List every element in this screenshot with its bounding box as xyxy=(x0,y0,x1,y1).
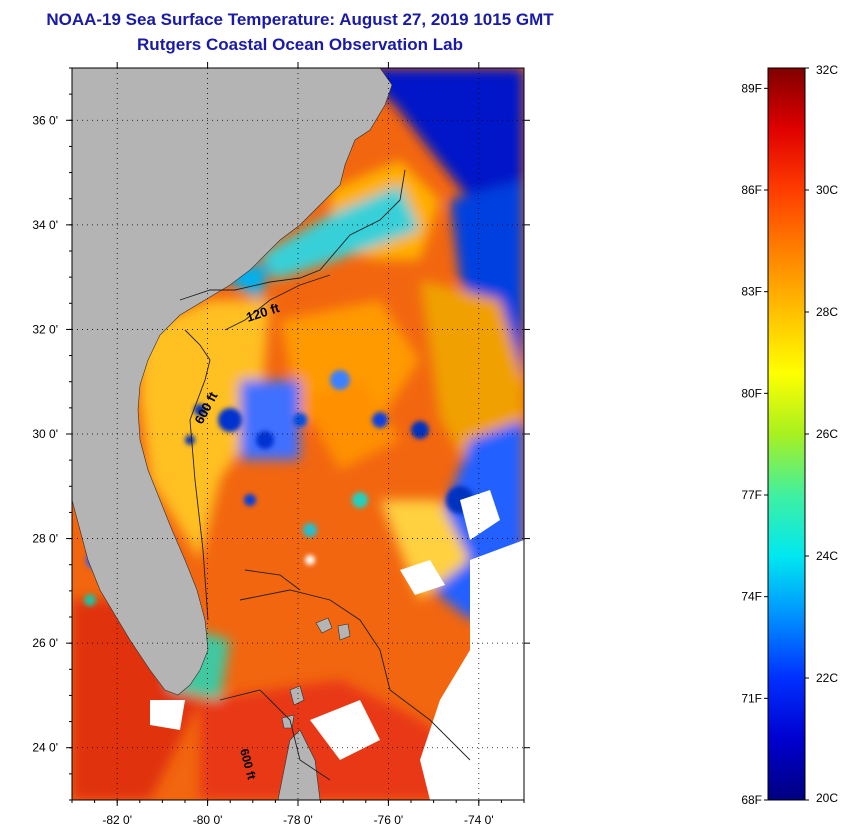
lon-tick-label: -78 0' xyxy=(283,813,313,827)
lat-tick-label: 26 0' xyxy=(32,636,58,650)
lat-tick-label: 32 0' xyxy=(32,322,58,336)
map-axis-labels: -82 0' -80 0' -78 0' -76 0' -74 0' 36 0' 34 0'… xyxy=(32,113,493,827)
celsius-tick-label: 24C xyxy=(816,549,838,563)
lon-tick-label: -76 0' xyxy=(374,813,404,827)
map-area: 120 ft 600 ft 600 ft xyxy=(72,68,524,800)
cloud-mask xyxy=(150,490,524,800)
fahrenheit-tick-label: 74F xyxy=(741,590,762,604)
lon-tick-label: -74 0' xyxy=(464,813,494,827)
celsius-tick-label: 20C xyxy=(816,791,838,805)
fahrenheit-tick-label: 77F xyxy=(741,488,762,502)
map-axis-ticks xyxy=(66,62,530,806)
lat-tick-label: 34 0' xyxy=(32,218,58,232)
land-bahamas xyxy=(281,617,351,729)
lat-tick-label: 28 0' xyxy=(32,532,58,546)
fahrenheit-tick-label: 68F xyxy=(741,793,762,807)
map-title: NOAA-19 Sea Surface Temperature: August … xyxy=(46,10,554,29)
celsius-tick-label: 28C xyxy=(816,305,838,319)
lat-tick-label: 30 0' xyxy=(32,427,58,441)
sst-speckles xyxy=(84,370,474,606)
fahrenheit-tick-label: 80F xyxy=(741,386,762,400)
fahrenheit-tick-label: 86F xyxy=(741,183,762,197)
lon-tick-label: -80 0' xyxy=(193,813,223,827)
celsius-tick-label: 26C xyxy=(816,427,838,441)
lat-tick-label: 24 0' xyxy=(32,741,58,755)
map-subtitle: Rutgers Coastal Ocean Observation Lab xyxy=(137,35,463,54)
fahrenheit-tick-label: 89F xyxy=(741,81,762,95)
fahrenheit-tick-label: 83F xyxy=(741,285,762,299)
fahrenheit-tick-label: 71F xyxy=(741,691,762,705)
lon-tick-label: -82 0' xyxy=(102,813,132,827)
colorbar-gradient xyxy=(767,67,806,801)
celsius-tick-label: 32C xyxy=(816,63,838,77)
graticule xyxy=(72,68,524,800)
land-cuba xyxy=(277,729,321,800)
isobath-lines xyxy=(179,169,471,781)
celsius-tick-label: 30C xyxy=(816,183,838,197)
lat-tick-label: 36 0' xyxy=(32,113,58,127)
colorbar-ticks: 32C 30C 28C 26C 24C 22C 20C 89F 86F 83F 80F 77F 74F 7… xyxy=(741,63,838,807)
celsius-tick-label: 22C xyxy=(816,671,838,685)
